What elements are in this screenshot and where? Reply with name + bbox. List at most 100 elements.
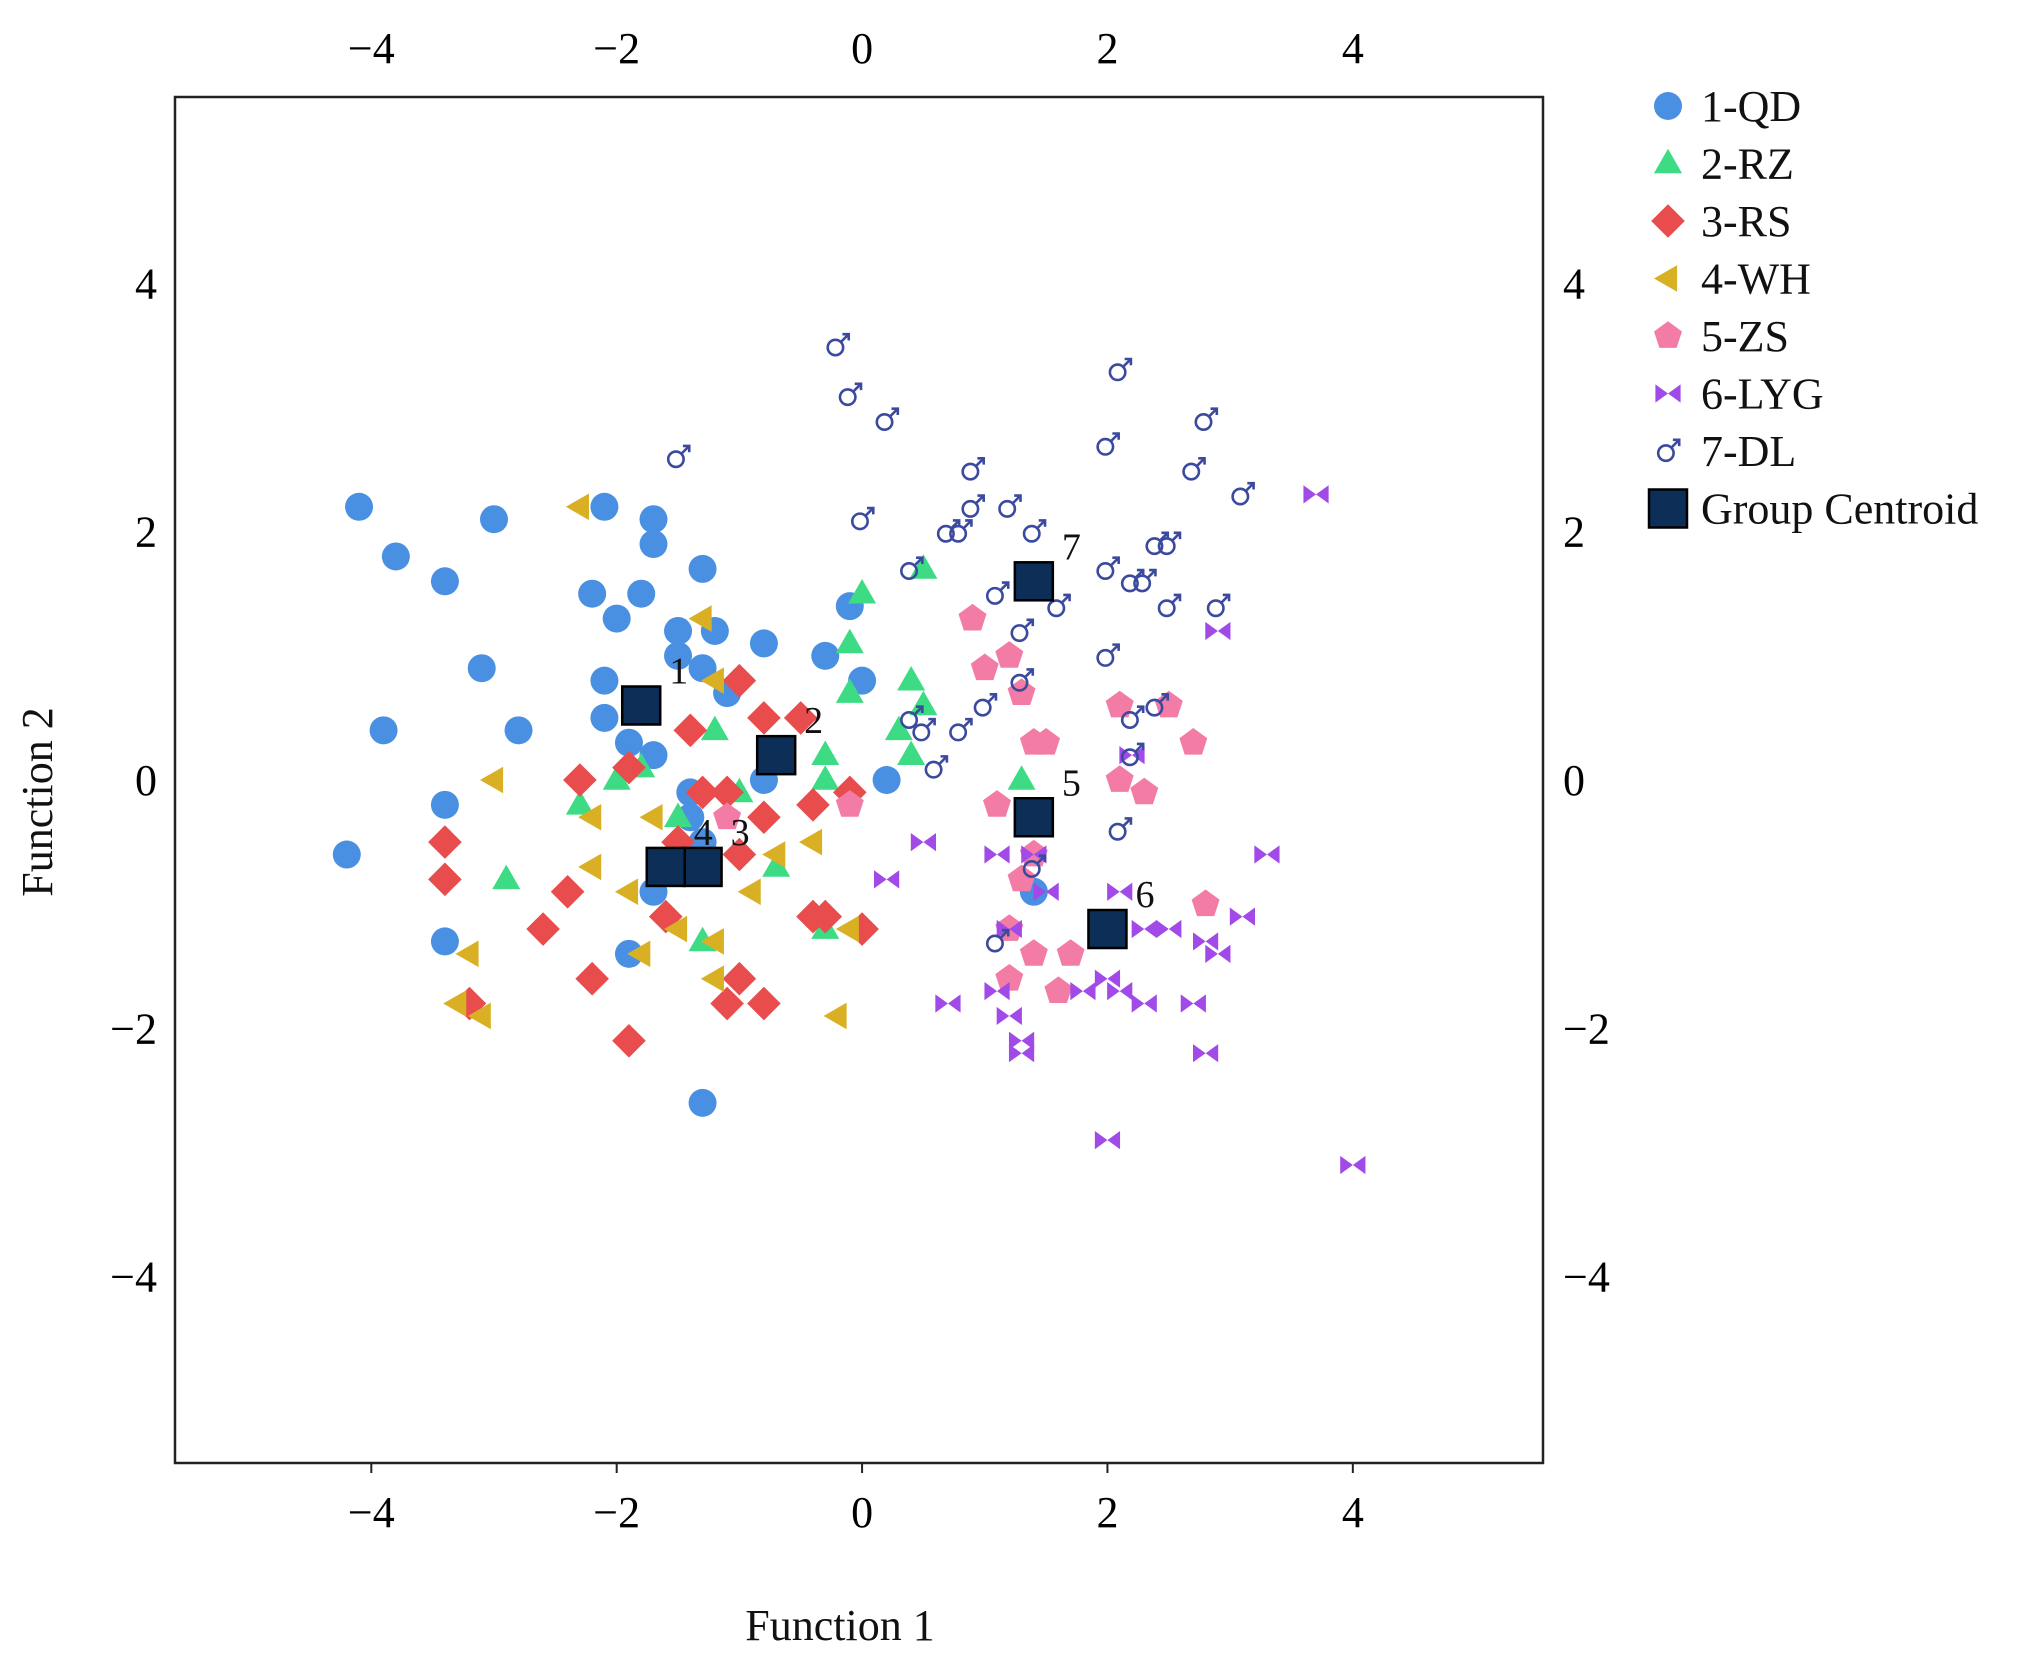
point-6-lyg: [1229, 907, 1256, 926]
legend-label-6-lyg: 6-LYG: [1701, 370, 1824, 419]
legend-label-2-rz: 2-RZ: [1701, 140, 1794, 189]
point-4-wh: [664, 915, 688, 943]
x-tick-label-bottom: 4: [1342, 1488, 1364, 1537]
point-1-qd: [688, 654, 717, 683]
centroid-label: 2: [804, 700, 823, 742]
y-tick-label-right: −2: [1563, 1004, 1610, 1053]
point-3-rs: [612, 750, 646, 785]
point-5-zs: [1007, 864, 1036, 892]
point-1-qd: [639, 530, 668, 559]
point-4-wh: [467, 1002, 491, 1030]
point-3-rs: [796, 788, 830, 822]
point-3-rs: [563, 763, 597, 797]
legend-marker-6-lyg: [1655, 384, 1681, 403]
y-tick-label-right: −4: [1563, 1253, 1610, 1302]
point-1-qd: [430, 927, 459, 956]
centroid-marker: [1013, 797, 1055, 838]
point-7-dl: [1022, 854, 1047, 879]
point-2-rz: [664, 802, 693, 828]
point-3-rs: [550, 874, 585, 909]
legend-marker-7-dl: [1656, 438, 1681, 463]
point-7-dl: [961, 457, 985, 481]
point-3-rs: [526, 912, 560, 946]
point-4-wh: [455, 940, 479, 968]
point-3-rs: [722, 837, 757, 872]
point-7-dl: [1047, 593, 1071, 618]
point-4-wh: [700, 928, 724, 955]
point-3-rs: [428, 862, 462, 897]
point-4-wh: [688, 605, 712, 632]
point-3-rs: [722, 663, 757, 698]
point-6-lyg: [1340, 1155, 1366, 1175]
point-3-rs: [612, 1023, 646, 1058]
point-3-rs: [808, 899, 843, 934]
point-2-rz: [565, 790, 594, 815]
point-1-qd: [369, 716, 398, 745]
point-5-zs: [995, 641, 1024, 668]
point-5-zs: [1105, 690, 1134, 718]
point-7-dl: [1157, 593, 1182, 618]
point-3-rs: [661, 825, 695, 859]
point-7-dl: [1157, 531, 1182, 556]
point-6-lyg: [1008, 1031, 1035, 1050]
point-5-zs: [835, 790, 864, 817]
legend-label-group-centroid: Group Centroid: [1701, 485, 1978, 534]
point-5-zs: [1032, 728, 1061, 755]
x-axis-label: Function 1: [745, 1601, 934, 1650]
centroid-label: 5: [1062, 762, 1081, 804]
point-7-dl: [1096, 556, 1120, 580]
point-7-dl: [1194, 407, 1219, 431]
x-tick-label-bottom: −2: [593, 1488, 640, 1537]
legend-marker-1-qd: [1654, 92, 1682, 120]
point-4-wh: [798, 828, 823, 856]
x-tick-label-top: 0: [851, 24, 873, 73]
x-tick-label-bottom: −4: [348, 1488, 395, 1537]
legend-label-7-dl: 7-DL: [1701, 427, 1796, 476]
point-7-dl: [1096, 643, 1120, 667]
point-1-qd: [664, 641, 693, 670]
centroid-label: 7: [1062, 526, 1081, 568]
x-tick-label-top: −2: [593, 24, 640, 73]
point-7-dl: [1108, 817, 1133, 841]
point-1-qd: [504, 716, 533, 745]
point-1-qd: [688, 1088, 717, 1117]
point-2-rz: [492, 864, 521, 890]
point-5-zs: [958, 603, 987, 631]
point-6-lyg: [1303, 485, 1329, 504]
point-3-rs: [648, 899, 683, 934]
point-1-qd: [430, 567, 459, 596]
point-1-qd: [467, 654, 496, 683]
point-1-qd: [749, 629, 778, 658]
point-4-wh: [737, 878, 761, 906]
centroid-marker: [645, 846, 687, 888]
point-6-lyg: [1205, 944, 1231, 963]
point-5-zs: [1191, 889, 1220, 917]
point-1-qd: [614, 728, 643, 757]
point-7-dl: [998, 494, 1022, 518]
point-7-dl: [900, 705, 924, 730]
legend-label-1-qd: 1-QD: [1701, 82, 1801, 131]
point-4-wh: [479, 766, 504, 794]
point-1-qd: [627, 579, 656, 608]
point-5-zs: [1130, 777, 1159, 805]
plot-frame: [173, 95, 1545, 1465]
x-tick-label-top: −4: [348, 24, 395, 73]
point-7-dl: [912, 717, 936, 742]
legend-marker-2-rz: [1654, 148, 1682, 174]
point-2-rz: [762, 852, 791, 877]
data-points: [332, 332, 1366, 1175]
point-7-dl: [1145, 531, 1170, 556]
plot-area: [173, 95, 1545, 1465]
legend-marker-group-centroid: [1647, 488, 1689, 529]
centroid-label: 6: [1135, 874, 1154, 916]
point-7-dl: [961, 494, 985, 518]
point-2-rz: [602, 765, 631, 790]
point-5-zs: [970, 653, 999, 681]
x-tick-label-top: 2: [1096, 24, 1118, 73]
point-5-zs: [1019, 939, 1048, 966]
legend-label-4-wh: 4-WH: [1701, 255, 1811, 304]
point-7-dl: [850, 506, 875, 531]
point-7-dl: [1096, 432, 1120, 456]
point-2-rz: [835, 628, 864, 654]
point-3-rs: [783, 701, 818, 735]
